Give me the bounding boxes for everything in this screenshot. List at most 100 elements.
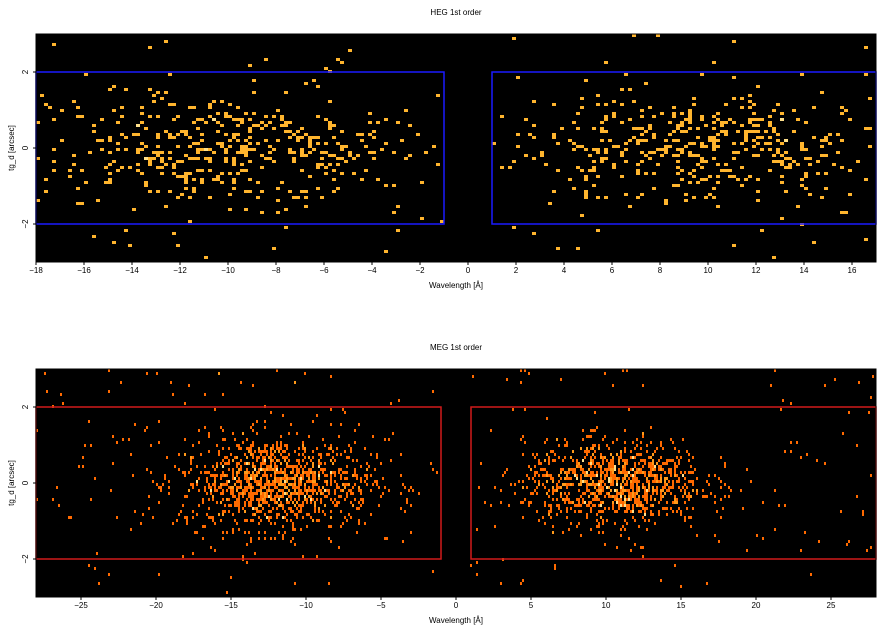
event-pixel	[240, 486, 242, 489]
event-pixel	[670, 492, 672, 495]
event-pixel	[164, 205, 168, 208]
event-pixel	[604, 507, 606, 510]
event-pixel	[358, 519, 360, 522]
event-pixel	[784, 166, 788, 169]
event-pixel	[516, 76, 520, 79]
event-pixel	[528, 133, 532, 136]
event-pixel	[642, 471, 644, 474]
event-pixel	[140, 142, 144, 145]
event-pixel	[248, 486, 250, 489]
event-pixel	[650, 510, 652, 513]
event-pixel	[362, 498, 364, 501]
event-pixel	[276, 459, 278, 462]
event-pixel	[784, 504, 786, 507]
event-pixel	[274, 471, 276, 474]
event-pixel	[610, 474, 612, 477]
event-pixel	[286, 456, 288, 459]
event-pixel	[258, 504, 260, 507]
event-pixel	[90, 444, 92, 447]
event-pixel	[868, 97, 872, 100]
event-pixel	[300, 127, 304, 130]
event-pixel	[660, 579, 662, 582]
y-axis-label: tg_d [arcsec]	[7, 460, 16, 506]
event-pixel	[740, 124, 744, 127]
event-pixel	[690, 516, 692, 519]
event-pixel	[68, 516, 70, 519]
event-pixel	[732, 97, 736, 100]
event-pixel	[672, 130, 676, 133]
event-pixel	[520, 438, 522, 441]
event-pixel	[632, 34, 636, 37]
event-pixel	[552, 480, 554, 483]
event-pixel	[264, 139, 268, 142]
event-pixel	[290, 510, 292, 513]
event-pixel	[672, 486, 674, 489]
event-pixel	[208, 507, 210, 510]
event-pixel	[264, 459, 266, 462]
event-pixel	[272, 247, 276, 250]
event-pixel	[358, 489, 360, 492]
event-pixel	[260, 504, 262, 507]
event-pixel	[534, 480, 536, 483]
event-pixel	[588, 489, 590, 492]
event-pixel	[708, 175, 712, 178]
event-pixels	[36, 34, 872, 259]
event-pixel	[160, 157, 164, 160]
event-pixel	[528, 501, 530, 504]
event-pixel	[258, 447, 260, 450]
y-tick-label: 2	[21, 69, 30, 74]
event-pixel	[612, 166, 616, 169]
event-pixel	[602, 480, 604, 483]
event-pixel	[314, 507, 316, 510]
event-pixel	[640, 459, 642, 462]
event-pixel	[624, 528, 626, 531]
event-pixel	[248, 142, 252, 145]
event-pixel	[188, 220, 192, 223]
event-pixel	[82, 456, 84, 459]
event-pixel	[324, 462, 326, 465]
event-pixel	[570, 483, 572, 486]
event-pixel	[172, 103, 176, 106]
event-pixel	[314, 501, 316, 504]
event-pixel	[566, 441, 568, 444]
event-pixel	[686, 486, 688, 489]
event-pixel	[280, 471, 282, 474]
event-pixel	[672, 115, 676, 118]
event-pixel	[576, 127, 580, 130]
event-pixel	[338, 435, 340, 438]
event-pixel	[348, 513, 350, 516]
event-pixel	[294, 483, 296, 486]
event-pixel	[188, 471, 190, 474]
event-pixel	[272, 148, 276, 151]
event-pixel	[664, 202, 668, 205]
event-pixel	[596, 426, 598, 429]
event-pixel	[634, 501, 636, 504]
event-pixel	[288, 483, 290, 486]
event-pixel	[780, 118, 784, 121]
event-pixel	[240, 459, 242, 462]
event-pixel	[286, 474, 288, 477]
event-pixel	[578, 510, 580, 513]
event-pixel	[620, 501, 622, 504]
event-pixel	[640, 504, 642, 507]
event-pixel	[278, 495, 280, 498]
event-pixel	[318, 471, 320, 474]
event-pixel	[144, 184, 148, 187]
event-pixel	[278, 504, 280, 507]
event-pixel	[274, 477, 276, 480]
event-pixel	[490, 429, 492, 432]
event-pixel	[228, 486, 230, 489]
event-pixel	[708, 483, 710, 486]
event-pixel	[756, 178, 760, 181]
event-pixel	[598, 483, 600, 486]
event-pixel	[800, 142, 804, 145]
event-pixel	[282, 525, 284, 528]
event-pixel	[288, 453, 290, 456]
event-pixel	[644, 459, 646, 462]
event-pixel	[556, 504, 558, 507]
x-tick-label: 0	[466, 266, 471, 275]
event-pixel	[630, 498, 632, 501]
event-pixel	[618, 456, 620, 459]
event-pixel	[688, 127, 692, 130]
event-pixel	[690, 525, 692, 528]
